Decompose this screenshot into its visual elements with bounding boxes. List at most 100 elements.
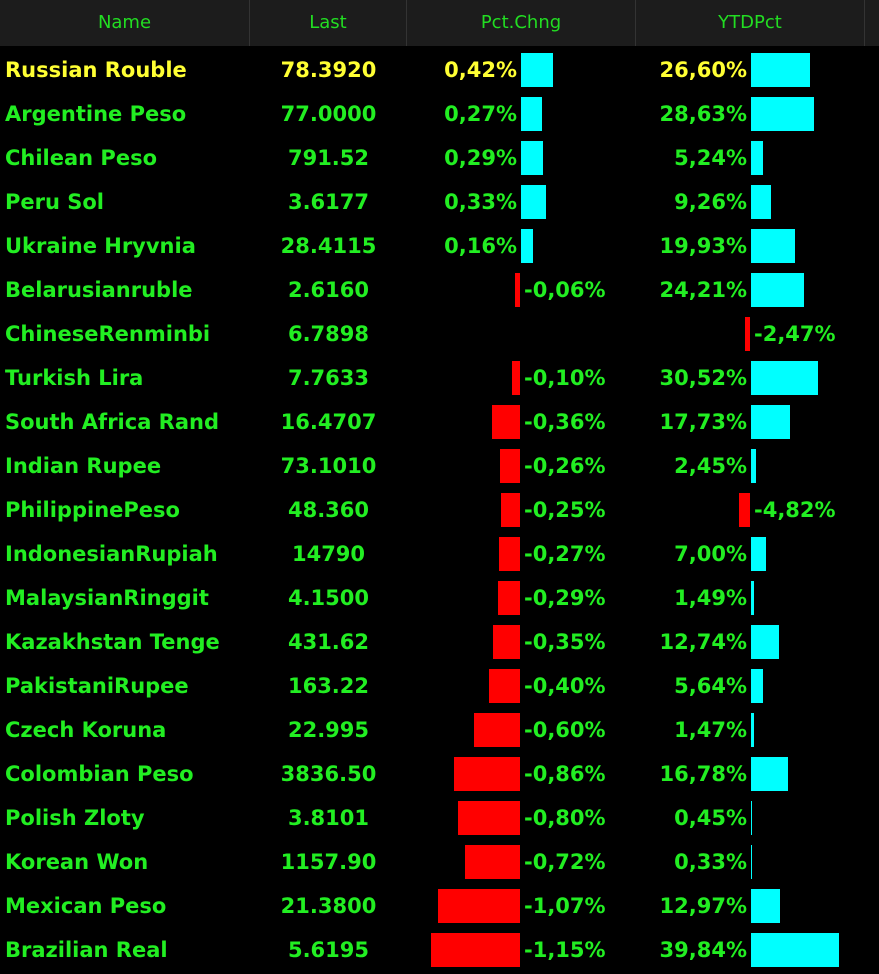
row: Turkish Lira 7.7633 -0,10% 30,52% (0, 356, 879, 400)
ytd-bar (751, 537, 767, 571)
pct-bar (497, 581, 520, 615)
currency-name: Turkish Lira (5, 366, 144, 390)
row: Belarusianruble 2.6160 -0,06% 24,21% (0, 268, 879, 312)
pct-bar (453, 757, 520, 791)
ytd-bar (751, 845, 752, 879)
ytd-bar (751, 141, 763, 175)
ytd-bar (751, 185, 772, 219)
last-price: 21.3800 (280, 894, 377, 918)
ytd-bar (751, 405, 790, 439)
ytd-bar (751, 669, 764, 703)
ytd-label: 2,45% (674, 454, 747, 478)
row: Peru Sol 3.6177 0,33% 9,26% (0, 180, 879, 224)
ytd-bar (751, 229, 795, 263)
pct-bar (492, 405, 520, 439)
ytd-label: 1,47% (674, 718, 747, 742)
pct-bar (489, 669, 520, 703)
last-price: 73.1010 (280, 454, 377, 478)
last-price: 28.4115 (280, 234, 377, 258)
last-price: 48.360 (287, 498, 370, 522)
last-price: 22.995 (287, 718, 370, 742)
row: PhilippinePeso 48.360 -0,25% -4,82% (0, 488, 879, 532)
pct-bar (499, 449, 520, 483)
ytd-label: 19,93% (659, 234, 747, 258)
ytd-label: 30,52% (659, 366, 747, 390)
currency-name: South Africa Rand (5, 410, 219, 434)
currency-name: Indian Rupee (5, 454, 162, 478)
pct-label: -1,15% (524, 938, 606, 962)
row: IndonesianRupiah 14790 -0,27% 7,00% (0, 532, 879, 576)
row: ChineseRenminbi 6.7898 -2,47% (0, 312, 879, 356)
currency-name: ChineseRenminbi (5, 322, 211, 346)
ytd-label: 16,78% (659, 762, 747, 786)
ytd-label: 24,21% (659, 278, 747, 302)
pct-bar (521, 97, 542, 131)
ytd-bar (744, 317, 750, 351)
pct-label: 0,16% (444, 234, 517, 258)
last-price: 77.0000 (280, 102, 377, 126)
pct-label: -0,25% (524, 498, 606, 522)
row: Russian Rouble 78.3920 0,42% 26,60% (0, 48, 879, 92)
last-price: 163.22 (287, 674, 370, 698)
pct-bar (464, 845, 520, 879)
ytd-bar (751, 273, 805, 307)
ytd-label: 9,26% (674, 190, 747, 214)
ytd-bar (751, 53, 810, 87)
currency-name: Chilean Peso (5, 146, 157, 170)
currency-name: Peru Sol (5, 190, 105, 214)
ytd-bar (751, 97, 814, 131)
header-ytd[interactable]: YTDPct (636, 0, 865, 46)
ytd-label: 1,49% (674, 586, 747, 610)
pct-bar (458, 801, 520, 835)
pct-bar (473, 713, 520, 747)
row: South Africa Rand 16.4707 -0,36% 17,73% (0, 400, 879, 444)
row: Korean Won 1157.90 -0,72% 0,33% (0, 840, 879, 884)
row: Chilean Peso 791.52 0,29% 5,24% (0, 136, 879, 180)
row: PakistaniRupee 163.22 -0,40% 5,64% (0, 664, 879, 708)
row: Polish Zloty 3.8101 -0,80% 0,45% (0, 796, 879, 840)
last-price: 1157.90 (280, 850, 377, 874)
pct-bar (500, 493, 520, 527)
last-price: 791.52 (287, 146, 370, 170)
pct-label: 0,33% (444, 190, 517, 214)
currency-name: Belarusianruble (5, 278, 193, 302)
ytd-bar (751, 713, 755, 747)
ytd-label: 39,84% (659, 938, 747, 962)
pct-bar (437, 889, 520, 923)
pct-label: -0,40% (524, 674, 606, 698)
currency-name: MalaysianRinggit (5, 586, 209, 610)
pct-label: -0,80% (524, 806, 606, 830)
currency-name: Korean Won (5, 850, 149, 874)
ytd-bar (751, 625, 780, 659)
row: Colombian Peso 3836.50 -0,86% 16,78% (0, 752, 879, 796)
ytd-label: 5,24% (674, 146, 747, 170)
pct-label: 0,27% (444, 102, 517, 126)
currency-name: Czech Koruna (5, 718, 167, 742)
pct-label: -0,06% (524, 278, 606, 302)
row: Mexican Peso 21.3800 -1,07% 12,97% (0, 884, 879, 928)
header-name[interactable]: Name (0, 0, 250, 46)
last-price: 4.1500 (287, 586, 370, 610)
row: Kazakhstan Tenge 431.62 -0,35% 12,74% (0, 620, 879, 664)
ytd-label: -2,47% (754, 322, 836, 346)
ytd-bar (751, 581, 755, 615)
last-price: 431.62 (287, 630, 370, 654)
pct-label: -0,35% (524, 630, 606, 654)
last-price: 2.6160 (287, 278, 370, 302)
currency-name: PakistaniRupee (5, 674, 189, 698)
header-last[interactable]: Last (250, 0, 407, 46)
pct-label: -0,26% (524, 454, 606, 478)
row: MalaysianRinggit 4.1500 -0,29% 1,49% (0, 576, 879, 620)
ytd-bar (751, 449, 757, 483)
row: Czech Koruna 22.995 -0,60% 1,47% (0, 708, 879, 752)
header-pct[interactable]: Pct.Chng (407, 0, 636, 46)
ytd-bar (751, 933, 839, 967)
pct-label: -0,27% (524, 542, 606, 566)
pct-bar (521, 53, 554, 87)
last-price: 16.4707 (280, 410, 377, 434)
last-price: 3.8101 (287, 806, 370, 830)
currency-name: Polish Zloty (5, 806, 145, 830)
pct-label: 0,29% (444, 146, 517, 170)
currency-name: Argentine Peso (5, 102, 187, 126)
